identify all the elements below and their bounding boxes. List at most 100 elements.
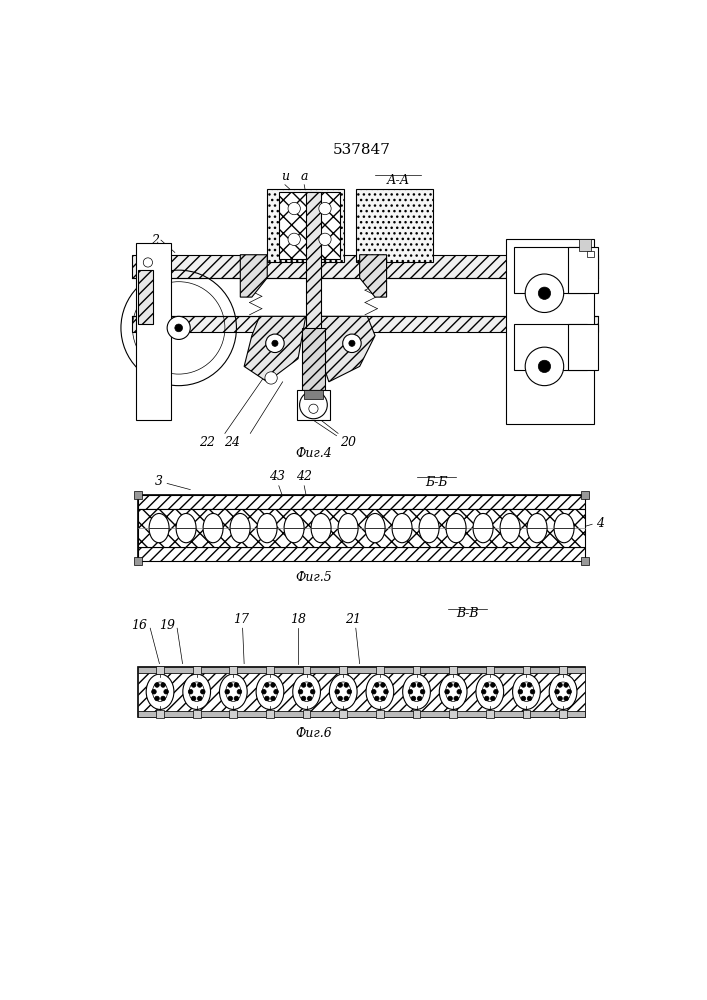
Ellipse shape <box>519 682 534 701</box>
Circle shape <box>349 340 355 346</box>
Circle shape <box>264 683 269 687</box>
Circle shape <box>521 696 526 701</box>
Bar <box>138 667 585 717</box>
Circle shape <box>160 683 165 687</box>
Bar <box>450 710 457 718</box>
Text: В-В: В-В <box>456 607 479 620</box>
Circle shape <box>411 696 416 701</box>
Circle shape <box>538 360 551 373</box>
Circle shape <box>454 696 459 701</box>
Ellipse shape <box>473 513 493 543</box>
Ellipse shape <box>338 513 358 543</box>
Circle shape <box>228 696 233 701</box>
Ellipse shape <box>482 682 498 701</box>
Circle shape <box>491 696 495 701</box>
Bar <box>305 192 321 330</box>
Bar <box>413 666 421 674</box>
Circle shape <box>525 347 563 386</box>
Circle shape <box>301 683 306 687</box>
Bar <box>376 666 384 674</box>
Circle shape <box>375 696 379 701</box>
Circle shape <box>201 689 205 694</box>
Circle shape <box>144 258 153 267</box>
Ellipse shape <box>392 513 412 543</box>
Bar <box>138 509 585 547</box>
Text: 4: 4 <box>596 517 604 530</box>
Ellipse shape <box>176 513 196 543</box>
Bar <box>267 189 344 262</box>
Circle shape <box>271 696 275 701</box>
Circle shape <box>525 274 563 312</box>
Bar <box>559 666 567 674</box>
Bar <box>266 666 274 674</box>
Circle shape <box>538 287 551 299</box>
Circle shape <box>300 391 327 419</box>
Bar <box>136 243 171 420</box>
Circle shape <box>265 372 277 384</box>
Circle shape <box>380 696 385 701</box>
Bar <box>279 192 340 259</box>
Bar <box>134 557 141 565</box>
Circle shape <box>417 696 422 701</box>
Bar <box>514 247 587 293</box>
Circle shape <box>288 202 300 215</box>
Ellipse shape <box>284 513 304 543</box>
Circle shape <box>151 689 156 694</box>
Ellipse shape <box>556 682 571 701</box>
Ellipse shape <box>311 513 331 543</box>
Circle shape <box>308 683 312 687</box>
Text: 43: 43 <box>269 470 285 483</box>
Circle shape <box>457 689 462 694</box>
Circle shape <box>262 689 266 694</box>
Bar <box>266 710 274 718</box>
Ellipse shape <box>230 513 250 543</box>
Bar <box>514 324 587 370</box>
Ellipse shape <box>219 674 247 709</box>
Text: 42: 42 <box>296 470 312 483</box>
Bar <box>230 666 237 674</box>
Bar <box>579 239 590 251</box>
Text: и: и <box>281 170 289 183</box>
Circle shape <box>347 689 351 694</box>
Circle shape <box>309 404 318 413</box>
Ellipse shape <box>336 682 351 701</box>
Circle shape <box>298 689 303 694</box>
Ellipse shape <box>203 513 223 543</box>
Bar <box>581 557 589 565</box>
Circle shape <box>167 316 190 339</box>
Circle shape <box>454 683 459 687</box>
Bar <box>486 710 493 718</box>
Bar <box>132 316 598 332</box>
Circle shape <box>175 324 182 332</box>
Text: Фиг.5: Фиг.5 <box>295 571 332 584</box>
Ellipse shape <box>329 674 357 709</box>
Bar <box>522 710 530 718</box>
Bar <box>568 324 598 370</box>
Polygon shape <box>240 255 267 297</box>
Circle shape <box>555 689 559 694</box>
Text: 24: 24 <box>224 436 240 449</box>
Circle shape <box>484 696 489 701</box>
Text: Фиг.6: Фиг.6 <box>295 727 332 740</box>
Circle shape <box>411 683 416 687</box>
Bar <box>413 710 421 718</box>
Bar <box>303 710 310 718</box>
Bar <box>193 666 201 674</box>
Circle shape <box>527 683 532 687</box>
Bar <box>138 711 585 717</box>
Ellipse shape <box>373 682 387 701</box>
Text: 17: 17 <box>233 613 249 626</box>
Bar <box>132 255 598 278</box>
Bar <box>568 247 598 293</box>
Ellipse shape <box>365 513 385 543</box>
Circle shape <box>408 689 413 694</box>
Bar <box>304 389 322 399</box>
Ellipse shape <box>446 513 466 543</box>
Circle shape <box>567 689 571 694</box>
Circle shape <box>272 340 278 346</box>
Ellipse shape <box>527 513 547 543</box>
Circle shape <box>445 689 450 694</box>
Circle shape <box>160 696 165 701</box>
Bar <box>138 667 585 673</box>
Text: Б-Б: Б-Б <box>426 476 448 489</box>
